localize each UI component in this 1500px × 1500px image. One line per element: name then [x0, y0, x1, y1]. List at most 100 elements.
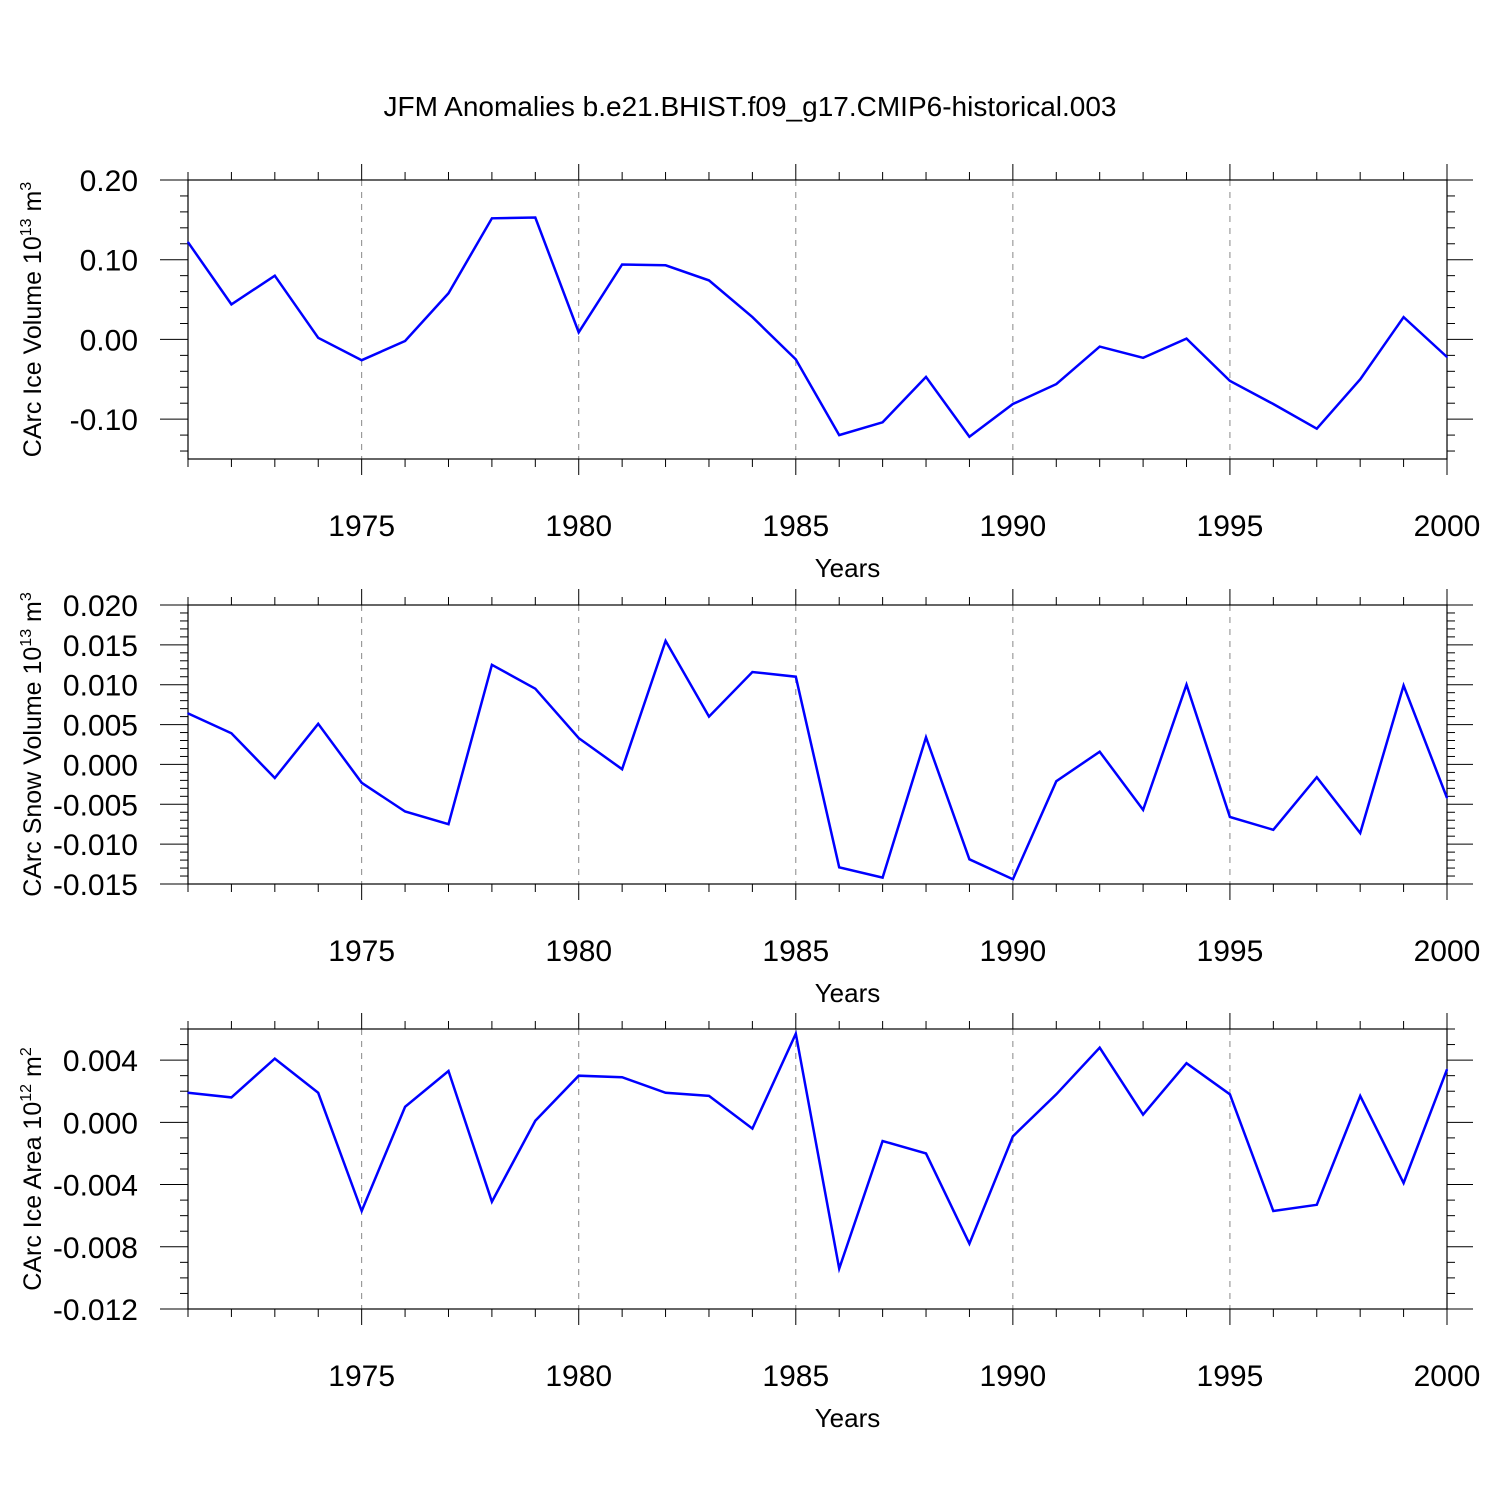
data-point — [1359, 1095, 1361, 1097]
data-point — [968, 435, 971, 438]
y-axis-label: CArc Ice Volume 1013 m3 — [18, 182, 47, 458]
data-point — [1142, 1113, 1144, 1116]
data-point — [274, 274, 276, 277]
y-tick-label: 0.010 — [63, 670, 138, 703]
x-tick-label: 1990 — [979, 510, 1046, 543]
x-tick-label: 2000 — [1414, 510, 1481, 543]
y-tick-label: 0.020 — [63, 590, 138, 623]
x-tick-label: 1980 — [545, 510, 612, 543]
y-axis-label: CArc Ice Area 1012 m2 — [18, 1047, 47, 1291]
data-point — [664, 1091, 667, 1094]
data-point — [1315, 1203, 1318, 1206]
data-point — [1229, 816, 1231, 818]
y-tick-label: -0.008 — [53, 1232, 138, 1265]
data-point — [360, 1210, 363, 1212]
data-point — [925, 736, 927, 739]
data-point — [1055, 1093, 1058, 1096]
data-point — [404, 1105, 406, 1108]
data-point — [1185, 337, 1188, 340]
data-point — [447, 1070, 450, 1072]
plot-frame — [187, 604, 1448, 885]
data-point — [187, 712, 189, 715]
data-point — [1359, 378, 1361, 381]
data-point — [447, 823, 450, 826]
data-point — [230, 1096, 233, 1099]
data-point — [1315, 776, 1318, 778]
data-point — [491, 217, 493, 220]
y-tick-label: 0.015 — [63, 630, 138, 663]
data-point — [881, 1140, 884, 1142]
data-point — [274, 1057, 276, 1060]
data-point — [838, 434, 841, 436]
data-point — [1359, 832, 1361, 834]
y-tick-label: 0.005 — [63, 710, 138, 743]
data-point — [534, 216, 537, 219]
data-point — [1446, 797, 1448, 799]
y-tick-label: 0.000 — [63, 1107, 138, 1140]
data-point — [794, 1032, 797, 1035]
data-point — [1315, 427, 1318, 430]
y-tick-label: 0.000 — [63, 749, 138, 782]
data-point — [1098, 1046, 1101, 1049]
x-tick-label: 2000 — [1414, 1360, 1481, 1393]
y-axis-label: CArc Snow Volume 1013 m3 — [18, 592, 47, 897]
x-tick-label: 1980 — [545, 1360, 612, 1393]
data-point — [1012, 403, 1014, 405]
data-point — [621, 263, 623, 266]
data-point — [1402, 316, 1405, 318]
data-point — [1055, 780, 1058, 782]
data-point — [1446, 356, 1448, 358]
data-point — [708, 715, 710, 718]
x-tick-label: 1980 — [545, 935, 612, 968]
data-point — [621, 1076, 623, 1079]
x-tick-label: 1995 — [1197, 510, 1264, 543]
data-point — [360, 781, 363, 784]
x-tick-label: 1985 — [762, 510, 829, 543]
data-point — [794, 358, 797, 361]
figure-title: JFM Anomalies b.e21.BHIST.f09_g17.CMIP6-… — [383, 91, 1116, 122]
data-point — [925, 1152, 927, 1155]
data-point — [577, 737, 580, 739]
data-point — [664, 640, 667, 642]
x-tick-label: 2000 — [1414, 935, 1481, 968]
y-tick-label: -0.005 — [53, 789, 138, 822]
data-point — [1142, 356, 1144, 359]
data-point — [230, 732, 233, 735]
data-point — [1185, 1062, 1188, 1065]
x-tick-label: 1975 — [328, 935, 395, 968]
y-tick-label: 0.004 — [63, 1045, 138, 1078]
y-tick-label: 0.10 — [80, 245, 138, 278]
data-point — [1229, 1093, 1231, 1096]
data-point — [187, 1091, 189, 1094]
series-line — [187, 637, 1449, 881]
data-point — [838, 866, 841, 869]
data-point — [404, 810, 406, 813]
y-tick-label: 0.00 — [80, 324, 138, 357]
y-tick-label: -0.10 — [70, 404, 138, 437]
x-tick-label: 1990 — [979, 935, 1046, 968]
data-point — [317, 1091, 320, 1094]
x-tick-label: 1995 — [1197, 1360, 1264, 1393]
chart-panel-2: 0.020 0.015 0.010 0.005 0.000 -0.005 -0.010 -0.… — [18, 589, 1480, 1008]
data-point — [491, 1200, 493, 1203]
data-point — [274, 777, 276, 779]
data-point — [317, 722, 320, 725]
data-point — [751, 1127, 754, 1130]
y-tick-label: -0.012 — [53, 1294, 138, 1327]
data-point — [577, 1074, 580, 1077]
data-point — [1446, 1068, 1448, 1071]
data-point — [1012, 1135, 1014, 1138]
data-point — [577, 331, 580, 334]
x-axis-label: Years — [815, 1403, 881, 1433]
x-tick-label: 1975 — [328, 1360, 395, 1393]
data-point — [621, 768, 623, 771]
data-point — [1402, 1182, 1405, 1184]
x-tick-label: 1995 — [1197, 935, 1264, 968]
chart-panel-1: 0.20 0.10 0.00 -0.10 1975 1980 1985 1990 1995 200… — [18, 164, 1480, 583]
data-point — [1142, 809, 1144, 811]
y-tick-label: -0.015 — [53, 869, 138, 902]
data-point — [751, 671, 754, 673]
data-point — [968, 858, 971, 861]
